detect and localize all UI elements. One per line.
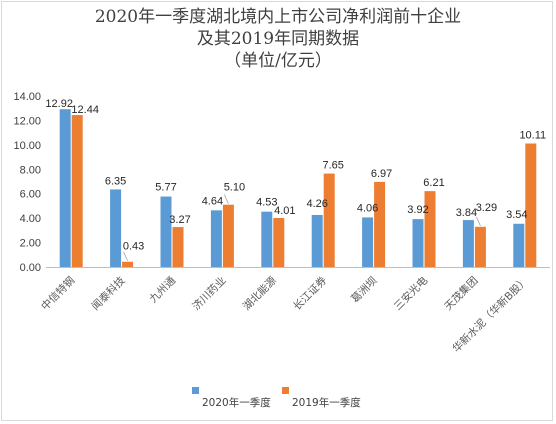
- bar-2019: [222, 204, 234, 267]
- legend-label-2020: 2020年一季度: [202, 397, 271, 409]
- y-tick-label: 8.00: [20, 164, 41, 176]
- category-label: 湖北能源: [240, 274, 279, 313]
- category-label: 三安光电: [391, 274, 430, 313]
- data-label: 10.11: [519, 130, 546, 142]
- bar-2020: [210, 210, 222, 267]
- bar-2020: [412, 219, 424, 267]
- data-label: 12.44: [71, 104, 99, 116]
- data-label: 4.01: [274, 205, 295, 217]
- y-tick-label: 2.00: [20, 238, 41, 250]
- data-label: 3.84: [456, 207, 477, 219]
- chart-title-line-3: （单位/亿元）: [224, 51, 332, 71]
- bar-2019: [273, 218, 285, 267]
- data-label: 4.26: [306, 198, 327, 210]
- y-tick-label: 14.00: [13, 91, 41, 103]
- category-label: 九州通: [147, 274, 178, 305]
- bar-2020: [261, 211, 273, 267]
- legend: 2020年一季度 2019年一季度: [0, 383, 556, 413]
- data-label: 4.64: [202, 195, 223, 207]
- bar-2019: [374, 181, 386, 267]
- bar-2020: [362, 217, 374, 267]
- bar-2019: [525, 143, 537, 267]
- category-label: 闻泰科技: [89, 274, 128, 313]
- data-label: 3.54: [506, 209, 527, 221]
- data-label: 5.10: [224, 182, 245, 194]
- bar-2019: [323, 173, 335, 267]
- y-tick-label: 10.00: [13, 140, 41, 152]
- chart-title: 2020年一季度湖北境内上市公司净利润前十企业 及其2019年同期数据 （单位/…: [0, 6, 556, 72]
- data-label: 0.43: [123, 241, 144, 253]
- category-label: 中信特钢: [38, 274, 77, 313]
- bar-2020: [110, 189, 122, 267]
- bar-2020: [462, 220, 474, 267]
- bar-2019: [424, 191, 436, 267]
- bar-2019: [122, 261, 134, 267]
- data-label: 5.77: [155, 182, 176, 194]
- data-label: 6.35: [105, 175, 126, 187]
- bar-2020: [513, 223, 525, 267]
- bar-2020: [160, 196, 172, 267]
- y-tick-label: 0.00: [20, 262, 41, 274]
- leader-line: [224, 194, 229, 204]
- bar-2019: [474, 226, 486, 267]
- data-label: 4.06: [357, 202, 378, 214]
- y-tick-label: 12.00: [13, 115, 41, 127]
- category-label: 葛洲坝: [348, 274, 379, 305]
- data-label: 12.92: [45, 98, 73, 110]
- bar-2020: [59, 109, 71, 267]
- legend-label-2019: 2019年一季度: [292, 397, 361, 409]
- data-label: 3.29: [476, 202, 497, 214]
- chart-title-line-2: 及其2019年同期数据: [196, 29, 360, 49]
- bar-2019: [172, 227, 184, 267]
- chart-title-line-1: 2020年一季度湖北境内上市公司净利润前十企业: [94, 7, 462, 27]
- data-label: 6.21: [423, 177, 444, 189]
- leader-line: [476, 216, 481, 226]
- legend-swatch-2020: [192, 387, 199, 394]
- data-label: 6.97: [371, 168, 392, 180]
- data-label: 4.53: [256, 197, 277, 209]
- category-label: 天茂集团: [442, 274, 481, 313]
- bar-2019: [71, 115, 83, 267]
- category-label: 济川药业: [190, 274, 229, 313]
- bar-2020: [311, 214, 323, 267]
- category-label: 长江证券: [290, 274, 329, 313]
- y-tick-label: 6.00: [20, 189, 41, 201]
- data-label: 3.27: [169, 214, 190, 226]
- leader-line: [123, 251, 128, 261]
- data-label: 7.65: [322, 160, 343, 172]
- y-tick-label: 4.00: [20, 213, 41, 225]
- legend-swatch-2019: [282, 387, 289, 394]
- data-label: 3.92: [407, 204, 428, 216]
